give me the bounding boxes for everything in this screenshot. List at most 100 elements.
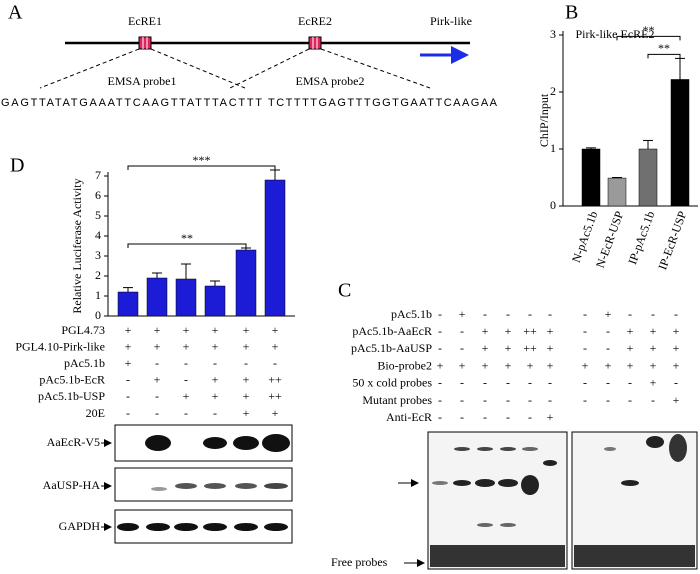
treatment-mark: + xyxy=(527,358,534,372)
y-tick-label: 0 xyxy=(550,198,556,212)
treatment-mark: - xyxy=(606,376,610,390)
sequence: GAGTTATATGAAATTCAAGTTATTTACTTT xyxy=(1,97,262,109)
treatment-mark: - xyxy=(483,376,487,390)
treatment-mark: - xyxy=(528,307,532,321)
treatment-mark: - xyxy=(583,376,587,390)
element-label: EcRE2 xyxy=(298,14,332,28)
treatment-mark: + xyxy=(547,341,554,355)
treatment-mark: + xyxy=(272,406,279,420)
treatment-mark: - xyxy=(213,406,217,420)
treatment-mark: + xyxy=(650,341,657,355)
panel-label: A xyxy=(8,2,23,24)
significance-label: *** xyxy=(193,153,211,167)
treatment-mark: + xyxy=(650,358,657,372)
treatment-mark: + xyxy=(482,358,489,372)
blot-label: AaEcR-V5 xyxy=(47,435,100,449)
blot-label: AaUSP-HA xyxy=(43,478,101,492)
y-tick-label: 2 xyxy=(95,268,101,282)
treatment-mark: + xyxy=(505,358,512,372)
blot-label: GAPDH xyxy=(59,519,101,533)
treatment-mark: + xyxy=(547,324,554,338)
treatment-mark: - xyxy=(184,406,188,420)
treatment-mark: - xyxy=(548,393,552,407)
treatment-mark: - xyxy=(583,324,587,338)
treatment-mark: - xyxy=(460,324,464,338)
blot-bands xyxy=(117,434,290,531)
panel-label: B xyxy=(565,2,578,24)
treatment-mark: ++ xyxy=(268,373,282,387)
row-label: pAc5.1b-AaUSP xyxy=(351,341,432,355)
treatment-mark: + xyxy=(627,341,634,355)
significance-bracket xyxy=(127,165,276,170)
treatment-mark: + xyxy=(243,406,250,420)
row-label: Mutant probes xyxy=(362,393,432,407)
treatment-mark: - xyxy=(155,389,159,403)
treatment-mark: - xyxy=(184,373,188,387)
treatment-mark: + xyxy=(547,410,554,424)
treatment-mark: - xyxy=(460,341,464,355)
treatment-mark: - xyxy=(528,376,532,390)
significance-label: ** xyxy=(643,23,655,37)
bar xyxy=(581,148,601,207)
treatment-mark: + xyxy=(459,358,466,372)
treatment-mark: - xyxy=(548,376,552,390)
significance-label: ** xyxy=(181,231,193,245)
treatment-mark: + xyxy=(154,339,161,353)
bar xyxy=(175,278,197,317)
treatment-mark: + xyxy=(272,339,279,353)
treatment-mark: - xyxy=(583,341,587,355)
row-label: PGL4.73 xyxy=(61,323,105,337)
bar xyxy=(204,285,226,317)
treatment-mark: + xyxy=(605,358,612,372)
probe-lines xyxy=(39,48,431,89)
treatment-mark: - xyxy=(155,406,159,420)
y-tick-label: 0 xyxy=(95,308,101,322)
row-label: 20E xyxy=(86,406,105,420)
treatment-mark: ++ xyxy=(523,324,537,338)
panel-label: D xyxy=(10,155,24,177)
gel-bands xyxy=(430,434,695,567)
treatment-mark: - xyxy=(606,341,610,355)
y-tick-label: 1 xyxy=(550,141,556,155)
probe-label: EMSA probe1 xyxy=(108,74,177,88)
treatment-mark: - xyxy=(126,373,130,387)
treatment-mark: - xyxy=(184,356,188,370)
treatment-mark: + xyxy=(482,341,489,355)
treatment-mark: - xyxy=(438,393,442,407)
treatment-mark: ++ xyxy=(268,389,282,403)
treatment-mark: + xyxy=(243,389,250,403)
treatment-mark: + xyxy=(125,339,132,353)
row-label: Anti-EcR xyxy=(386,410,432,424)
significance-bracket xyxy=(647,53,681,59)
gene-label: Pirk-like xyxy=(430,14,472,28)
treatment-mark: + xyxy=(673,393,680,407)
treatment-mark: + xyxy=(243,373,250,387)
treatment-mark: - xyxy=(674,376,678,390)
bar xyxy=(670,79,690,207)
treatment-mark: + xyxy=(212,339,219,353)
treatment-mark: + xyxy=(212,323,219,337)
treatment-mark: - xyxy=(273,356,277,370)
treatment-mark: - xyxy=(628,376,632,390)
treatment-mark: - xyxy=(438,324,442,338)
treatment-mark: + xyxy=(125,356,132,370)
element-box xyxy=(308,36,322,50)
treatment-mark: - xyxy=(438,307,442,321)
treatment-mark: - xyxy=(583,307,587,321)
treatment-mark: + xyxy=(582,358,589,372)
y-tick-label: 3 xyxy=(95,248,101,262)
treatment-mark: + xyxy=(125,323,132,337)
treatment-mark: - xyxy=(651,307,655,321)
row-label: PGL4.10-Pirk-like xyxy=(15,339,105,353)
treatment-mark: - xyxy=(438,410,442,424)
row-label: pAc5.1b-EcR xyxy=(39,373,105,387)
treatment-mark: + xyxy=(183,389,190,403)
bar xyxy=(146,277,168,317)
treatment-mark: - xyxy=(483,307,487,321)
treatment-mark: - xyxy=(213,356,217,370)
probe-label: EMSA probe2 xyxy=(296,74,365,88)
treatment-mark: + xyxy=(547,358,554,372)
treatment-mark: - xyxy=(483,410,487,424)
sequence: TCTTTTGAGTTTGGTGAATTCAAGAA xyxy=(268,97,498,109)
